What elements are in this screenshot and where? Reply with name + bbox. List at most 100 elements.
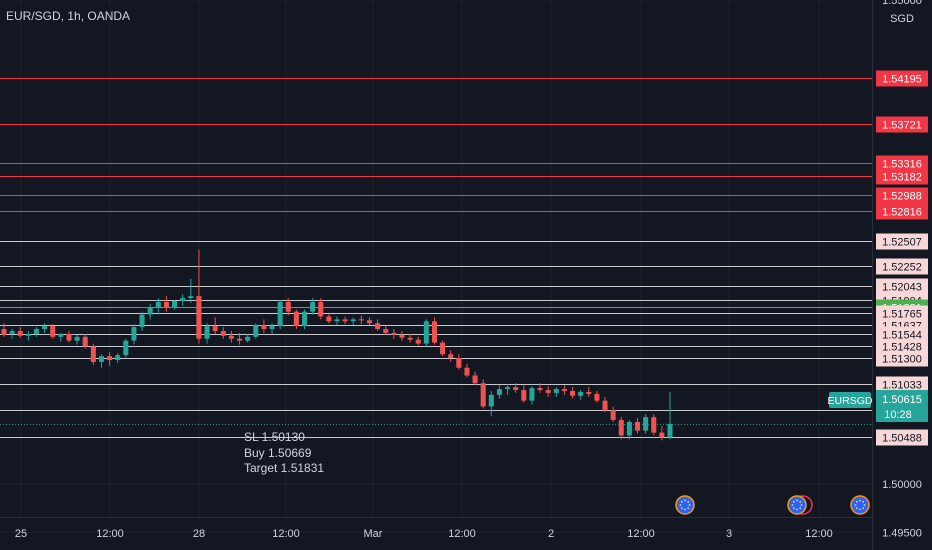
candle-body	[115, 355, 121, 361]
event-star	[684, 508, 686, 511]
event-star	[800, 504, 803, 506]
level-label-box	[876, 258, 928, 275]
candle-body	[204, 326, 210, 339]
event-star	[792, 500, 795, 503]
level-label: 1.52816	[882, 207, 922, 219]
last-price-symbol: EURSGD	[828, 395, 873, 407]
event-star	[799, 500, 802, 503]
price-axis[interactable]: 1.55000 1.50000 1.49500	[882, 0, 922, 539]
event-star	[796, 499, 798, 502]
event-star	[679, 504, 682, 506]
time-tick-label: 12:00	[627, 528, 655, 540]
candle-body	[553, 389, 559, 393]
candle-body	[172, 300, 178, 308]
candle-body	[391, 332, 397, 335]
time-tick-label: 3	[726, 528, 732, 540]
event-star	[859, 508, 861, 511]
event-star	[855, 500, 858, 503]
candle-body	[513, 387, 519, 391]
event-star	[680, 500, 683, 503]
level-label-box	[876, 429, 928, 446]
candle-body	[228, 335, 234, 339]
candle-body	[594, 393, 600, 401]
candle-body	[285, 301, 291, 312]
calendar-event-icon	[675, 495, 695, 515]
note-target: Target 1.51831	[244, 461, 325, 475]
candle-body	[318, 301, 324, 317]
time-tick-label: 2	[548, 528, 554, 540]
level-label-box	[876, 187, 928, 204]
time-tick-label: 12:00	[96, 528, 124, 540]
candle-body	[383, 329, 389, 333]
time-tick-label: 28	[193, 528, 205, 540]
candle-body	[90, 346, 96, 362]
candle-body	[496, 389, 502, 395]
event-star	[863, 504, 866, 506]
candles	[1, 249, 673, 441]
last-price-symbol-box	[829, 392, 871, 408]
candle-body	[358, 319, 364, 321]
event-star	[791, 504, 794, 506]
candle-body	[578, 391, 584, 396]
candle-body	[180, 298, 186, 301]
candle-body	[131, 327, 137, 341]
price-tick-label: 1.49500	[882, 527, 922, 539]
candle-body	[505, 387, 511, 390]
event-star	[854, 504, 857, 506]
event-star	[796, 508, 798, 511]
event-star	[799, 507, 802, 510]
candle-body	[139, 314, 145, 328]
candle-body	[17, 330, 23, 336]
candle-body	[123, 340, 129, 356]
candle-body	[448, 354, 454, 359]
candle-body	[423, 321, 429, 344]
candle-body	[415, 339, 421, 344]
candle-body	[277, 301, 283, 327]
price-tick-label: 1.50000	[882, 479, 922, 491]
candle-body	[586, 391, 592, 394]
candle-body	[212, 326, 218, 331]
event-markers	[675, 495, 870, 515]
bar-countdown: 10:28	[884, 409, 912, 421]
event-star	[687, 500, 690, 503]
candle-body	[521, 390, 527, 401]
candle-body	[399, 334, 405, 338]
event-star	[680, 507, 683, 510]
note-buy: Buy 1.50669	[244, 445, 312, 460]
level-label-box	[876, 278, 928, 295]
level-label: 1.51300	[882, 354, 922, 366]
level-label: 1.52507	[882, 237, 922, 249]
level-label: 1.52252	[882, 262, 922, 274]
level-label-box	[876, 376, 928, 393]
time-axis[interactable]: 25 12:00 28 12:00 Mar 12:00 2 12:00 3 12:00	[15, 528, 833, 540]
note-stop-loss: SL 1.50130	[244, 430, 305, 444]
candle-body	[253, 325, 259, 337]
candle-body	[58, 333, 64, 337]
candle-body	[98, 356, 104, 362]
candle-body	[537, 388, 543, 391]
candle-body	[9, 330, 15, 334]
candle-body	[618, 420, 624, 436]
candle-body	[545, 390, 551, 393]
event-star	[684, 499, 686, 502]
candle-body	[659, 432, 665, 438]
candle-body	[301, 311, 308, 327]
candle-body	[74, 336, 80, 341]
candle-body	[366, 320, 373, 324]
time-tick-label: Mar	[364, 528, 383, 540]
candle-body	[188, 296, 194, 299]
level-label-box	[876, 168, 928, 185]
candle-body	[50, 326, 56, 337]
level-label: 1.54195	[882, 74, 922, 86]
candle-body	[375, 323, 381, 330]
symbol-title[interactable]: EUR/SGD, 1h, OANDA	[6, 9, 131, 23]
candle-body	[293, 311, 299, 327]
last-price-tag: EURSGD 1.50615 10:28	[828, 390, 928, 422]
candle-body	[326, 316, 332, 322]
candle-body	[464, 367, 470, 376]
event-star	[687, 507, 690, 510]
candle-body	[488, 394, 494, 407]
candle-body	[456, 358, 462, 368]
